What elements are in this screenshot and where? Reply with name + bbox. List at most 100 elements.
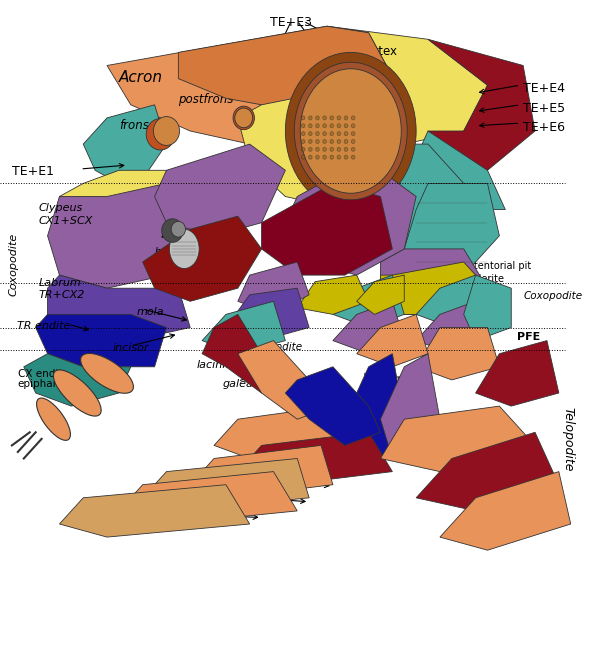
Text: epipharynx: epipharynx bbox=[18, 379, 77, 388]
Ellipse shape bbox=[309, 155, 312, 159]
Text: CX1: CX1 bbox=[354, 295, 377, 305]
Ellipse shape bbox=[301, 124, 305, 128]
Polygon shape bbox=[356, 275, 404, 314]
Text: Coxopodite: Coxopodite bbox=[523, 291, 582, 301]
Polygon shape bbox=[356, 314, 428, 367]
Polygon shape bbox=[119, 472, 297, 524]
Ellipse shape bbox=[323, 116, 327, 120]
Polygon shape bbox=[416, 275, 487, 328]
Polygon shape bbox=[143, 216, 261, 301]
Polygon shape bbox=[428, 39, 535, 170]
Ellipse shape bbox=[352, 124, 355, 128]
Ellipse shape bbox=[337, 132, 341, 136]
Ellipse shape bbox=[309, 124, 312, 128]
Text: CX1: CX1 bbox=[255, 280, 279, 290]
Polygon shape bbox=[261, 183, 392, 275]
Text: postfrons: postfrons bbox=[178, 93, 234, 106]
Polygon shape bbox=[333, 275, 404, 328]
Ellipse shape bbox=[352, 132, 355, 136]
Polygon shape bbox=[143, 458, 309, 511]
Polygon shape bbox=[202, 314, 285, 393]
Ellipse shape bbox=[235, 108, 253, 128]
Text: TE+E6: TE+E6 bbox=[523, 121, 565, 134]
Text: ET2: ET2 bbox=[250, 496, 274, 510]
Polygon shape bbox=[440, 472, 570, 550]
Text: Labrum: Labrum bbox=[39, 278, 81, 288]
Polygon shape bbox=[380, 354, 440, 458]
Polygon shape bbox=[238, 432, 392, 485]
Polygon shape bbox=[416, 432, 559, 511]
Ellipse shape bbox=[330, 132, 334, 136]
Ellipse shape bbox=[161, 219, 183, 242]
Polygon shape bbox=[327, 26, 487, 144]
Ellipse shape bbox=[352, 147, 355, 151]
Text: CX2: CX2 bbox=[354, 308, 377, 318]
Polygon shape bbox=[416, 131, 505, 210]
Ellipse shape bbox=[337, 147, 341, 151]
Polygon shape bbox=[321, 144, 463, 249]
Ellipse shape bbox=[309, 116, 312, 120]
Polygon shape bbox=[404, 183, 499, 275]
Polygon shape bbox=[190, 445, 333, 498]
Polygon shape bbox=[345, 354, 404, 458]
Ellipse shape bbox=[323, 132, 327, 136]
Polygon shape bbox=[48, 183, 190, 288]
Polygon shape bbox=[463, 275, 511, 341]
Ellipse shape bbox=[309, 140, 312, 143]
Ellipse shape bbox=[323, 124, 327, 128]
Text: PAT: PAT bbox=[370, 430, 393, 443]
Ellipse shape bbox=[300, 69, 401, 193]
Polygon shape bbox=[333, 301, 404, 354]
Polygon shape bbox=[48, 275, 190, 341]
Text: Coxopodite: Coxopodite bbox=[9, 233, 19, 297]
Ellipse shape bbox=[330, 140, 334, 143]
Ellipse shape bbox=[316, 155, 319, 159]
Text: PFE: PFE bbox=[517, 332, 541, 342]
Text: 3: 3 bbox=[443, 198, 451, 211]
Polygon shape bbox=[238, 341, 333, 419]
Polygon shape bbox=[226, 288, 309, 341]
Ellipse shape bbox=[344, 147, 348, 151]
Ellipse shape bbox=[330, 116, 334, 120]
Ellipse shape bbox=[294, 62, 407, 200]
Ellipse shape bbox=[352, 116, 355, 120]
Text: ball: ball bbox=[160, 230, 181, 240]
Text: FE: FE bbox=[286, 388, 303, 401]
Text: TR+CX2: TR+CX2 bbox=[39, 290, 85, 299]
Ellipse shape bbox=[337, 116, 341, 120]
Text: mola: mola bbox=[137, 307, 164, 316]
Text: PT: PT bbox=[166, 514, 183, 527]
Ellipse shape bbox=[309, 132, 312, 136]
Text: cervical sclerite: cervical sclerite bbox=[427, 274, 504, 284]
Text: Telopodite: Telopodite bbox=[562, 407, 575, 471]
Text: incisor: incisor bbox=[113, 343, 150, 353]
Text: SCX: SCX bbox=[315, 286, 340, 295]
Ellipse shape bbox=[316, 140, 319, 143]
Text: CX2: CX2 bbox=[443, 309, 466, 319]
Text: paraglossa: paraglossa bbox=[395, 372, 420, 434]
Polygon shape bbox=[59, 170, 178, 236]
Text: glossa: glossa bbox=[362, 369, 381, 406]
Ellipse shape bbox=[316, 124, 319, 128]
Ellipse shape bbox=[344, 155, 348, 159]
Text: TE+E4: TE+E4 bbox=[523, 82, 565, 95]
Ellipse shape bbox=[330, 155, 334, 159]
Ellipse shape bbox=[301, 140, 305, 143]
Polygon shape bbox=[107, 26, 386, 144]
Ellipse shape bbox=[344, 132, 348, 136]
Ellipse shape bbox=[323, 155, 327, 159]
Text: TE+E3: TE+E3 bbox=[270, 16, 312, 29]
Ellipse shape bbox=[352, 155, 355, 159]
Polygon shape bbox=[416, 301, 487, 354]
Ellipse shape bbox=[316, 116, 319, 120]
Ellipse shape bbox=[323, 147, 327, 151]
Text: BT: BT bbox=[328, 464, 345, 477]
Ellipse shape bbox=[36, 398, 71, 440]
Polygon shape bbox=[380, 262, 487, 314]
Text: Acron: Acron bbox=[119, 70, 163, 85]
Ellipse shape bbox=[352, 140, 355, 143]
Text: CX2: CX2 bbox=[255, 293, 279, 303]
Ellipse shape bbox=[233, 106, 254, 130]
Polygon shape bbox=[36, 314, 166, 367]
Ellipse shape bbox=[301, 155, 305, 159]
